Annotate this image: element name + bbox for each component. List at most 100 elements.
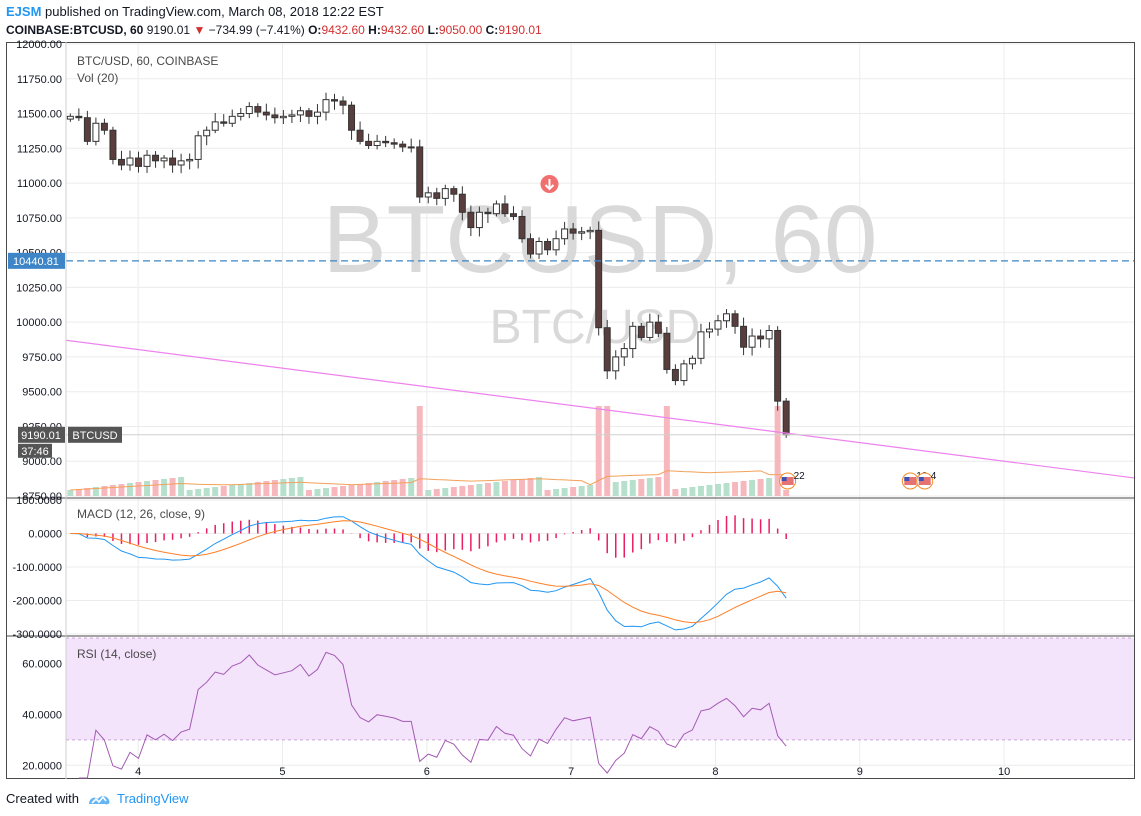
- tradingview-link[interactable]: TradingView: [116, 791, 189, 806]
- x-tick-label: 5: [279, 766, 285, 778]
- us-flag-canton: [918, 477, 924, 481]
- volume-bar: [629, 480, 636, 496]
- x-tick-label: 7: [568, 766, 574, 778]
- y-tick-label: 10250.00: [16, 282, 62, 294]
- volume-bar: [67, 490, 74, 496]
- y-tick-label: 11500.00: [17, 109, 62, 121]
- volume-bar: [135, 482, 142, 496]
- down-triangle-icon: ▼: [193, 23, 206, 37]
- price-pane[interactable]: 22194: [65, 92, 1135, 490]
- open-label: O:: [308, 23, 322, 37]
- volume-bar: [766, 478, 773, 496]
- macd-tick-label: -100.0000: [12, 562, 62, 574]
- volume-bar: [689, 487, 696, 496]
- candle-body: [237, 113, 245, 117]
- us-flag-icon: [904, 477, 917, 485]
- volume-bar: [280, 479, 287, 496]
- volume-bar: [374, 482, 381, 496]
- candle-body: [322, 99, 330, 113]
- candle-body: [254, 106, 262, 113]
- volume-ma-line: [70, 470, 787, 491]
- volume-bar: [484, 483, 491, 496]
- y-tick-label: 9500.00: [22, 387, 62, 399]
- volume-bar: [127, 483, 133, 496]
- volume-bar: [553, 489, 560, 496]
- candle-body: [245, 106, 253, 115]
- volume-bar: [459, 486, 466, 496]
- y-tick-label: 9750.00: [22, 352, 62, 364]
- trendline: [65, 339, 1135, 479]
- volume-bar: [510, 480, 517, 496]
- volume-bar: [536, 477, 543, 496]
- axes: 4 5 6 7 8 9 10 12000.00 11750.00 11500.00 11250.00…: [6, 39, 1135, 779]
- candle-body: [382, 140, 390, 144]
- y-tick-label: 10750.00: [16, 213, 62, 225]
- volume-bar: [442, 488, 449, 496]
- candle-body: [629, 325, 637, 350]
- rsi-tick-label: 20.0000: [22, 760, 62, 772]
- rsi-tick-label: 40.0000: [22, 709, 62, 721]
- candle-body: [748, 335, 756, 348]
- x-tick-label: 8: [712, 766, 718, 778]
- last-price-label: 9190.01: [21, 430, 61, 442]
- macd-pane[interactable]: [70, 515, 787, 631]
- y-tick-label: 11000.00: [17, 178, 62, 190]
- candle-body: [433, 192, 441, 199]
- candle-body: [305, 110, 313, 117]
- rsi-band: [66, 638, 1134, 740]
- volume-bar: [476, 484, 483, 496]
- candle-body: [492, 203, 500, 215]
- y-tick-label: 11750.00: [17, 74, 62, 86]
- volume-bar: [340, 486, 347, 496]
- candle-body: [339, 100, 347, 106]
- candle-body: [637, 325, 645, 338]
- main-pane-title: BTC/USD, 60, COINBASE: [77, 54, 218, 68]
- rsi-pane-title: RSI (14, close): [77, 647, 156, 661]
- candle-body: [211, 121, 219, 131]
- arrow-down-icon: [544, 179, 555, 191]
- volume-bar: [578, 486, 585, 496]
- volume-bar: [425, 490, 432, 496]
- y-tick-label: 12000.00: [16, 39, 62, 51]
- candle-body: [416, 146, 424, 198]
- candle-body: [731, 313, 739, 327]
- symbol-label: COINBASE:BTCUSD, 60: [6, 23, 144, 37]
- volume-bar: [203, 488, 210, 496]
- open-value: 9432.60: [321, 23, 365, 37]
- candle-body: [450, 188, 458, 195]
- volume-bar: [186, 490, 193, 496]
- x-tick-label: 10: [998, 766, 1010, 778]
- published-text: published on TradingView.com, March 08, …: [45, 4, 384, 19]
- volume-bar: [740, 481, 747, 496]
- candle-body: [705, 328, 713, 333]
- candle-body: [586, 229, 594, 233]
- volume-bar: [416, 406, 423, 496]
- last-price-label-bg: [18, 426, 65, 443]
- volume-bar: [92, 487, 99, 496]
- publisher-name[interactable]: EJSM: [6, 4, 42, 19]
- candle-body: [782, 400, 790, 436]
- volume-bar: [161, 479, 168, 496]
- macd-tick-label: 100.0000: [16, 495, 62, 507]
- candle-body: [663, 332, 671, 370]
- candle-body: [288, 114, 296, 117]
- volume-bar: [195, 489, 202, 496]
- low-label: L:: [427, 23, 439, 37]
- candle-body: [723, 313, 731, 322]
- volume-bar: [450, 487, 457, 496]
- volume-bar: [365, 483, 372, 496]
- countdown-bg: [18, 443, 52, 458]
- price-line-label-bg: [8, 252, 65, 269]
- candle-body: [765, 329, 773, 340]
- macd-tick-label: -200.0000: [12, 596, 62, 608]
- rsi-pane[interactable]: [66, 637, 1134, 779]
- candle-body: [203, 129, 211, 137]
- candle-body: [66, 115, 74, 120]
- candle-body: [126, 157, 134, 166]
- candle-body: [527, 238, 535, 255]
- header-line-2: COINBASE:BTCUSD, 60 9190.01 ▼ −734.99 (−…: [6, 22, 542, 38]
- sell-signal-icon: [540, 175, 559, 193]
- volume-bar: [75, 489, 82, 496]
- candle-body: [75, 115, 83, 119]
